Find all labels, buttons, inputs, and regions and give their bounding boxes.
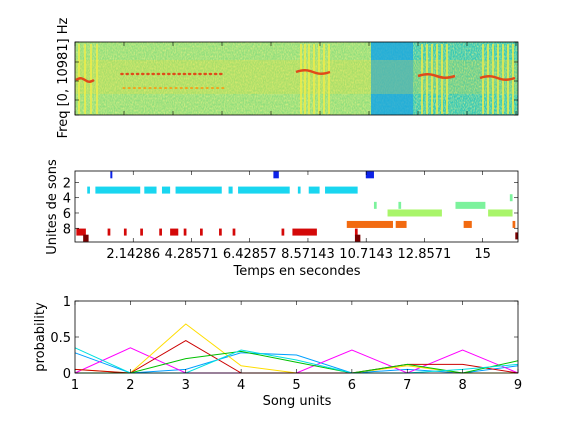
unit-xtick-label: 15 (474, 247, 491, 262)
unit-segment (144, 186, 157, 194)
spectrogram-ylabel: Freq [0, 10981] Hz (56, 17, 71, 138)
unit-segment (232, 228, 236, 236)
spectrogram-panel: Freq [0, 10981] Hz (56, 17, 519, 138)
probability-xtick-label: 6 (348, 378, 356, 393)
unit-segment (292, 228, 317, 236)
probability-xtick-label: 7 (403, 378, 411, 393)
probability-ytick-label: 1 (63, 295, 71, 310)
unit-segment (455, 201, 486, 209)
unit-segment (488, 209, 513, 217)
probability-xtick-label: 5 (292, 378, 300, 393)
unit-raster-panel: 2.14286 4.28571 6.42857 8.57143 10.7143 12.85… (45, 159, 519, 279)
unit-xtick-label: 10.7143 (339, 247, 393, 262)
unit-segment (463, 220, 472, 228)
unit-segment (281, 228, 285, 236)
unit-ytick-label: 2 (63, 176, 71, 191)
unit-xtick-label: 2.14286 (106, 247, 160, 262)
probability-xtick-label: 8 (458, 378, 466, 393)
unit-segment (140, 228, 143, 236)
unit-ytick-label: 6 (63, 207, 71, 222)
probability-line (74, 352, 519, 374)
unit-segment (509, 194, 513, 202)
unit-xtick-label: 6.42857 (223, 247, 277, 262)
unit-segment (373, 201, 377, 209)
unit-ytick-label: 4 (63, 192, 71, 207)
unit-segment (95, 186, 141, 194)
unit-segment (297, 186, 301, 194)
unit-segment (183, 228, 187, 236)
unit-segment (159, 228, 162, 236)
unit-xtick-label: 8.57143 (281, 247, 335, 262)
unit-xtick-label: 12.8571 (398, 247, 452, 262)
unit-segment (387, 209, 442, 217)
probability-xtick-label: 9 (514, 378, 522, 393)
unit-segment (175, 186, 222, 194)
unit-raster-ylabel: Unites de sons (45, 159, 60, 255)
spectrogram-ticks (74, 41, 518, 116)
unit-segment (395, 220, 407, 228)
probability-ytick-label: 0 (63, 367, 71, 382)
unit-segment (273, 171, 279, 179)
probability-panel: 1 2 3 4 5 6 7 8 9 0 0.5 1 Song units probability (33, 295, 522, 409)
probability-xtick-label: 4 (237, 378, 245, 393)
unit-segments (76, 171, 518, 242)
probability-ticks: 1 2 3 4 5 6 7 8 9 0 0.5 1 (50, 295, 522, 393)
unit-raster-xlabel: Temps en secondes (232, 264, 360, 279)
unit-segment (308, 186, 320, 194)
unit-segment (512, 220, 516, 228)
unit-segment (354, 234, 361, 242)
unit-segment (515, 232, 518, 240)
unit-ytick-label: 8 (63, 222, 71, 237)
unit-xtick-label: 4.28571 (165, 247, 219, 262)
unit-segment (228, 186, 233, 194)
probability-xlabel: Song units (263, 394, 332, 409)
unit-segment (200, 228, 203, 236)
unit-segment (325, 186, 358, 194)
probability-ytick-label: 0.5 (50, 331, 71, 346)
unit-segment (219, 228, 222, 236)
probability-xtick-label: 2 (126, 378, 134, 393)
unit-segment (76, 228, 86, 236)
unit-segment (354, 228, 358, 236)
unit-segment (365, 171, 374, 179)
unit-segment (87, 186, 90, 194)
unit-segment (110, 171, 113, 179)
unit-segment (346, 220, 393, 228)
unit-segment (83, 234, 89, 242)
unit-segment (170, 228, 179, 236)
probability-xtick-label: 1 (71, 378, 79, 393)
unit-segment (398, 201, 402, 209)
spectrogram-calls (75, 44, 516, 114)
unit-segment (161, 186, 171, 194)
unit-segment (107, 228, 111, 236)
spectrogram-quiet-region (371, 42, 413, 115)
probability-xtick-label: 3 (182, 378, 190, 393)
unit-segment (123, 228, 127, 236)
unit-raster-ticks: 2.14286 4.28571 6.42857 8.57143 10.7143 12.85… (63, 171, 518, 262)
unit-segment (238, 186, 290, 194)
probability-ylabel: probability (33, 302, 48, 372)
